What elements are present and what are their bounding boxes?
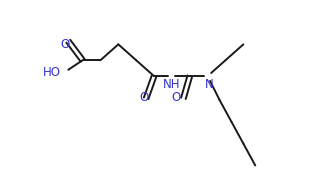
Text: O: O [171, 91, 180, 105]
Text: N: N [205, 78, 214, 91]
Text: O: O [140, 91, 149, 105]
Text: HO: HO [43, 66, 61, 79]
Text: O: O [60, 38, 69, 51]
Text: NH: NH [163, 78, 181, 91]
